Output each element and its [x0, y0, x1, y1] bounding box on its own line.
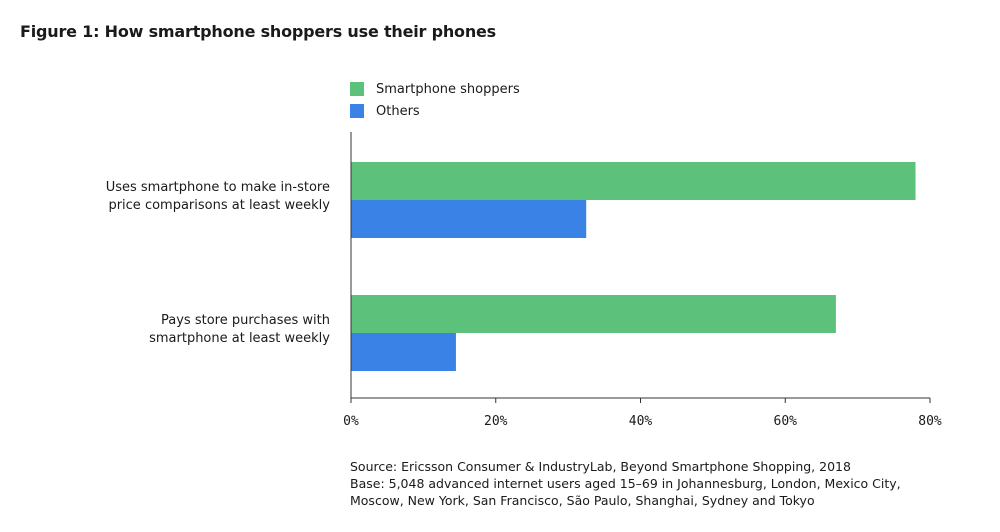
legend-item-smartphone-shoppers: Smartphone shoppers — [350, 78, 520, 100]
legend-swatch-smartphone-shoppers — [350, 82, 364, 96]
x-tick-label: 20% — [484, 414, 508, 429]
base-line-continued: Moscow, New York, San Francisco, São Pau… — [350, 493, 815, 508]
bar-smartphone-shoppers-0 — [351, 162, 916, 200]
base-line: Base: 5,048 advanced internet users aged… — [350, 476, 901, 491]
source-note: Source: Ericsson Consumer & IndustryLab,… — [350, 458, 990, 509]
legend-swatch-others — [350, 104, 364, 118]
chart-title: Figure 1: How smartphone shoppers use th… — [20, 22, 497, 41]
x-tick-label: 0% — [343, 414, 359, 429]
legend-item-others: Others — [350, 100, 520, 122]
bar-others-1 — [351, 333, 456, 371]
x-tick-label: 60% — [774, 414, 798, 429]
legend-label-smartphone-shoppers: Smartphone shoppers — [376, 81, 520, 97]
legend-label-others: Others — [376, 103, 420, 119]
category-label: Pays store purchases with — [161, 313, 330, 328]
legend: Smartphone shoppers Others — [350, 78, 520, 122]
category-label: smartphone at least weekly — [149, 331, 330, 346]
bar-others-0 — [351, 200, 587, 238]
source-line: Source: Ericsson Consumer & IndustryLab,… — [350, 459, 851, 474]
category-label: Uses smartphone to make in-store — [106, 180, 330, 195]
category-label: price comparisons at least weekly — [108, 198, 330, 213]
x-tick-label: 80% — [918, 414, 942, 429]
bar-smartphone-shoppers-1 — [351, 295, 836, 333]
x-tick-label: 40% — [629, 414, 653, 429]
